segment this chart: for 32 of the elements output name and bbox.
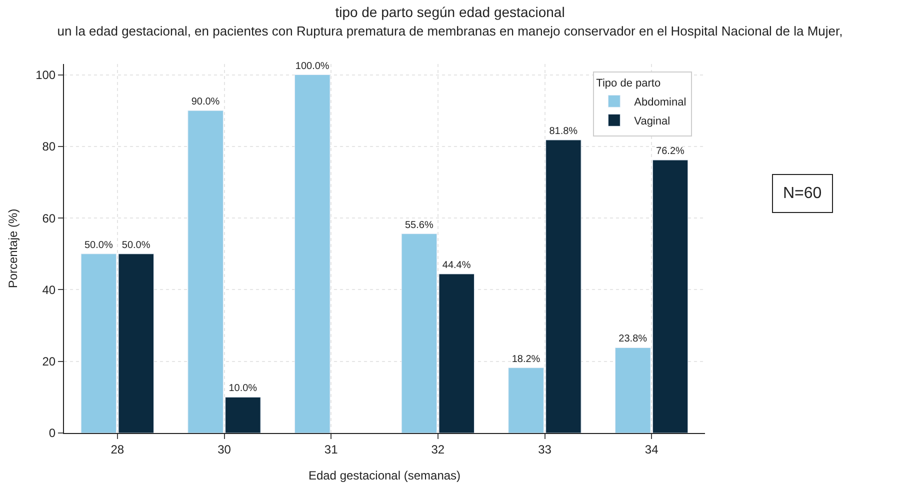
data-label: 18.2% <box>512 354 540 365</box>
y-tick-label: 60 <box>42 211 56 226</box>
y-tick-label: 40 <box>42 282 56 297</box>
data-label: 90.0% <box>191 96 220 108</box>
data-label: 81.8% <box>549 126 578 137</box>
y-tick-label: 20 <box>42 354 56 369</box>
x-axis-title: Edad gestacional (semanas) <box>308 468 461 482</box>
chart-subtitle: un la edad gestacional, en pacientes con Ruptura prematura de membranas en manejo conservador en el Hospital Nacional de la Mujer, <box>57 23 843 38</box>
data-label: 50.0% <box>122 240 150 251</box>
y-tick-label: 100 <box>36 68 56 82</box>
x-tick-label: 32 <box>431 442 445 456</box>
x-tick-label: 33 <box>538 442 552 456</box>
data-label: 100.0% <box>295 60 330 72</box>
legend-label: Vaginal <box>634 115 670 128</box>
data-label: 44.4% <box>442 260 471 271</box>
data-label: 55.6% <box>404 220 434 231</box>
data-label: 10.0% <box>228 383 258 394</box>
data-label: 23.8% <box>618 334 648 345</box>
x-tick-label: 31 <box>324 442 338 456</box>
y-tick-label: 80 <box>42 140 56 154</box>
y-axis-title: Porcentaje (%) <box>6 208 20 288</box>
y-tick-label: 0 <box>48 426 56 440</box>
text: N=60 <box>783 185 822 202</box>
bar <box>294 74 330 433</box>
x-tick-label: 34 <box>644 442 659 456</box>
legend-label: Abdominal <box>634 96 686 108</box>
x-tick-label: 28 <box>110 442 124 456</box>
x-tick-label: 30 <box>218 442 232 456</box>
data-label: 76.2% <box>656 146 685 158</box>
legend-title: Tipo de parto <box>596 78 661 90</box>
chart-title: tipo de parto según edad gestacional <box>335 4 565 20</box>
data-label: 50.0% <box>84 240 113 251</box>
